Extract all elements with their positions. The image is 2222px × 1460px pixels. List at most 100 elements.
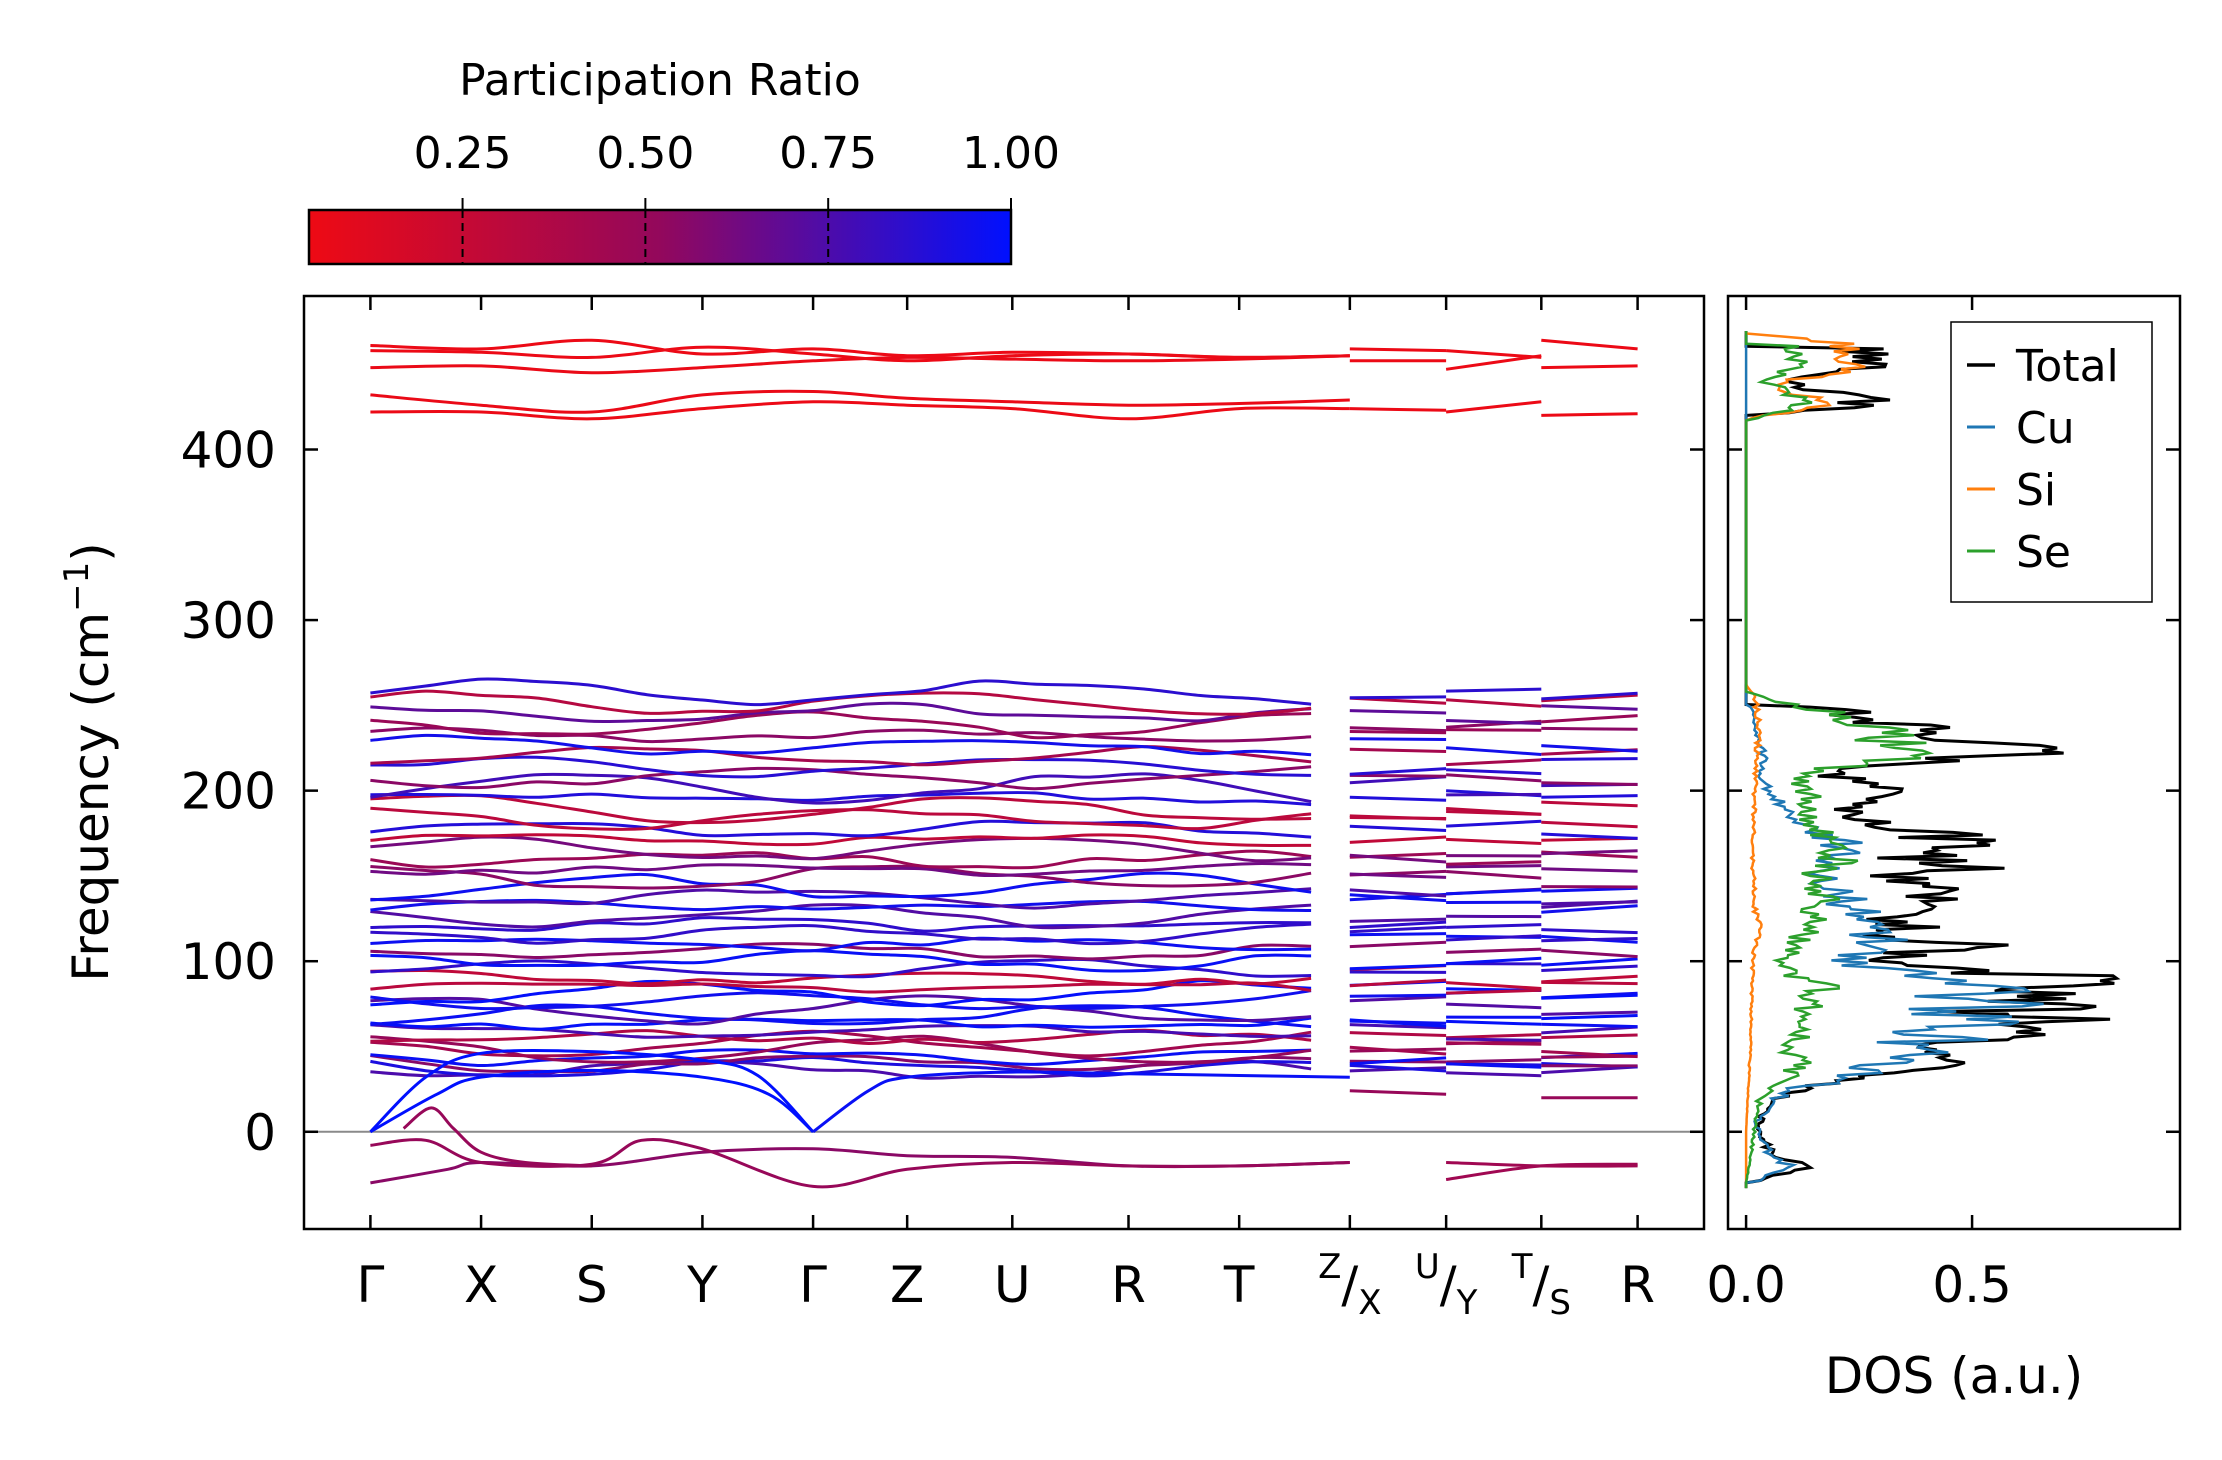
y-tick-label: 400 [181, 422, 276, 480]
phonon-band [1350, 874, 1446, 877]
k-point-label: Γ [356, 1256, 384, 1314]
phonon-band [1350, 837, 1446, 842]
phonon-band [1541, 1024, 1637, 1026]
k-point-label: Z/X [1318, 1247, 1381, 1323]
phonon-band [1350, 1091, 1446, 1095]
phonon-band [1446, 890, 1541, 894]
y-axis-label: Frequency (cm−1) [57, 542, 120, 982]
y-tick-label: 300 [181, 592, 276, 650]
legend-label-cu: Cu [2016, 403, 2075, 454]
k-point-label: Y [686, 1256, 718, 1314]
k-point-label-slash: / [1440, 1256, 1457, 1314]
legend-label-se: Se [2016, 527, 2071, 578]
phonon-band [370, 1070, 813, 1131]
colorbar-title: Participation Ratio [459, 55, 861, 106]
phonon-band [1446, 821, 1541, 826]
phonon-band [1541, 716, 1637, 722]
phonon-band [370, 679, 1311, 705]
k-point-label: T/S [1511, 1247, 1571, 1323]
phonon-band [1541, 1027, 1637, 1033]
phonon-band [1446, 1039, 1541, 1040]
phonon-band [1541, 366, 1637, 368]
phonon-band [1541, 414, 1637, 416]
phonon-band [1541, 869, 1637, 872]
phonon-band [1446, 872, 1541, 879]
phonon-band [370, 735, 1311, 754]
phonon-band [1541, 959, 1637, 965]
phonon-band [1350, 769, 1446, 775]
k-point-label-slash: / [1341, 1256, 1358, 1314]
phonon-band [1350, 1033, 1446, 1036]
phonon-band [1541, 802, 1637, 806]
phonon-band [1446, 775, 1541, 781]
phonon-band [1350, 732, 1446, 733]
phonon-band [1446, 839, 1541, 843]
dos-x-tick-label: 0.5 [1932, 1256, 2012, 1314]
legend-label-total: Total [2015, 341, 2119, 392]
k-point-label-lower: S [1549, 1283, 1571, 1323]
phonon-band [370, 851, 1311, 868]
k-point-label: S [576, 1256, 608, 1314]
phonon-band [1541, 1012, 1637, 1014]
phonon-band [1350, 919, 1446, 921]
k-point-label-upper: T [1511, 1247, 1533, 1287]
phonon-band [1541, 796, 1637, 798]
k-point-label-upper: Z [1318, 1247, 1341, 1287]
phonon-band [1541, 822, 1637, 827]
phonon-band [404, 1108, 592, 1166]
colorbar-tick-labels: 0.25 0.50 0.75 1.00 [414, 128, 1060, 179]
k-point-label-slash: / [1532, 1256, 1549, 1314]
phonon-band [370, 356, 1349, 373]
phonon-band [1446, 1060, 1541, 1062]
phonon-band [1350, 1021, 1446, 1023]
phonon-band [1541, 340, 1637, 349]
phonon-band [1541, 759, 1637, 760]
phonon-band [1541, 706, 1637, 710]
phonon-band [1446, 402, 1541, 412]
phonon-band [1541, 746, 1637, 752]
phonon-band [1541, 930, 1637, 933]
k-point-label-lower: Y [1456, 1283, 1478, 1323]
phonon-band [370, 983, 1311, 992]
phonon-band [1446, 748, 1541, 755]
phonon-band [1541, 1016, 1637, 1019]
phonon-band [1350, 728, 1446, 731]
phonon-band [1541, 1035, 1637, 1038]
phonon-band [1350, 409, 1446, 411]
phonon-band [1446, 689, 1541, 691]
phonon-band [1541, 950, 1637, 956]
phonon-band [1446, 1043, 1541, 1045]
phonon-band [1446, 949, 1541, 952]
phonon-band [1541, 783, 1637, 785]
phonon-band [1446, 1035, 1541, 1038]
dos-x-tick-label: 0.0 [1706, 1256, 1786, 1314]
colorbar-tick-label: 0.75 [779, 128, 877, 179]
y-tick-label: 200 [181, 763, 276, 821]
y-axis-label-close: ) [62, 542, 120, 562]
phonon-band [1350, 965, 1446, 968]
colorbar-tick-label: 0.50 [596, 128, 694, 179]
y-axis-label-superscript: −1 [57, 562, 97, 612]
phonon-band [370, 691, 1311, 714]
phonon-band [1350, 739, 1446, 740]
phonon-band [1350, 711, 1446, 713]
phonon-band [1350, 349, 1446, 351]
colorbar-tick-label: 0.25 [414, 128, 512, 179]
phonon-band [1446, 1004, 1541, 1008]
y-axis-label-main: Frequency (cm [62, 612, 120, 982]
phonon-band [1350, 942, 1446, 946]
k-point-label: U/Y [1415, 1247, 1478, 1323]
phonon-band [1446, 1073, 1541, 1076]
colorbar-tick-label: 1.00 [962, 128, 1060, 179]
phonon-band [1446, 794, 1541, 795]
k-point-label: T [1223, 1256, 1255, 1314]
k-point-label-lower: X [1358, 1283, 1381, 1323]
phonon-band [1446, 770, 1541, 774]
phonon-band [813, 1072, 1350, 1132]
phonon-band [1446, 862, 1541, 865]
